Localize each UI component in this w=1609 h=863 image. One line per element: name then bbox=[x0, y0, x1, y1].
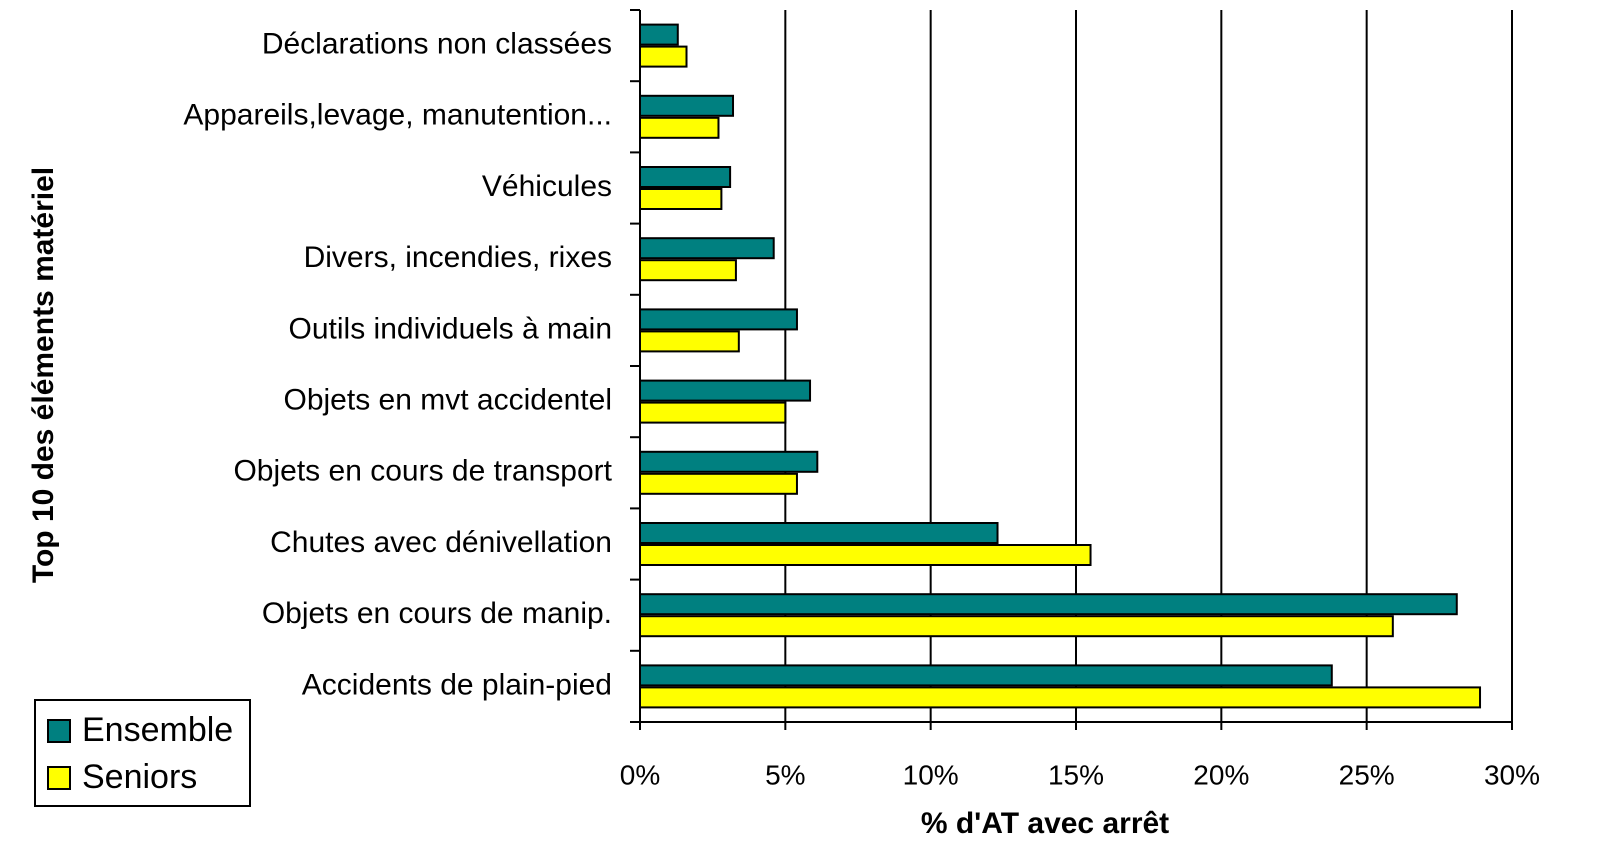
x-tick-label: 0% bbox=[620, 759, 660, 790]
legend-swatch bbox=[47, 766, 71, 790]
bar bbox=[639, 188, 723, 210]
y-tick-label: Divers, incendies, rixes bbox=[304, 241, 612, 274]
bar bbox=[639, 308, 798, 331]
legend-label: Ensemble bbox=[82, 711, 233, 749]
y-tick-label: Accidents de plain-pied bbox=[302, 668, 612, 701]
x-tick-label: 25% bbox=[1339, 759, 1395, 790]
bar bbox=[639, 166, 732, 188]
y-tick-label: Outils individuels à main bbox=[289, 312, 612, 345]
y-tick-label: Déclarations non classées bbox=[262, 28, 612, 61]
y-tick-label: Chutes avec dénivellation bbox=[270, 526, 612, 559]
bar bbox=[639, 259, 737, 282]
bar bbox=[639, 23, 679, 46]
y-tick-label: Objets en cours de manip. bbox=[262, 597, 612, 630]
bar bbox=[639, 472, 798, 495]
bar bbox=[639, 379, 812, 402]
x-tick-label: 10% bbox=[903, 759, 959, 790]
bar bbox=[639, 593, 1458, 616]
bar bbox=[639, 94, 735, 117]
bar bbox=[639, 450, 819, 473]
y-tick-label: Appareils,levage, manutention... bbox=[183, 99, 612, 132]
bar bbox=[639, 237, 775, 260]
bar bbox=[639, 686, 1482, 709]
bar bbox=[639, 664, 1333, 687]
legend-swatch bbox=[47, 719, 71, 743]
legend-box bbox=[34, 699, 251, 807]
x-tick-label: 5% bbox=[765, 759, 805, 790]
y-tick-label: Objets en mvt accidentel bbox=[284, 384, 613, 417]
y-tick-label: Véhicules bbox=[482, 170, 612, 203]
x-tick-label: 20% bbox=[1193, 759, 1249, 790]
bar bbox=[639, 522, 999, 544]
x-tick-label: 15% bbox=[1048, 759, 1104, 790]
x-tick-label: 30% bbox=[1484, 759, 1540, 790]
bar bbox=[639, 45, 688, 68]
bar bbox=[639, 544, 1092, 566]
bar bbox=[639, 401, 787, 424]
bar bbox=[639, 330, 740, 353]
y-tick-label: Objets en cours de transport bbox=[233, 455, 612, 488]
legend-label: Seniors bbox=[82, 758, 197, 796]
y-axis-title: Top 10 des éléments matériel bbox=[27, 167, 60, 583]
bar bbox=[639, 615, 1394, 638]
bar bbox=[639, 116, 720, 139]
x-axis-title: % d'AT avec arrêt bbox=[921, 807, 1169, 840]
